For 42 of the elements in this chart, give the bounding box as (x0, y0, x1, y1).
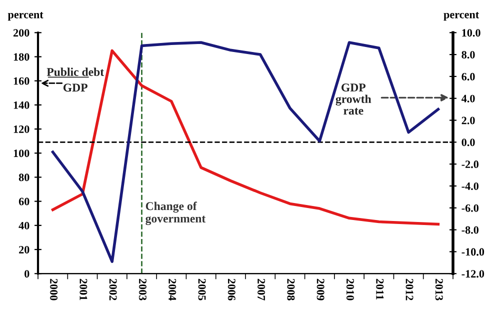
x-tick-label: 2005 (198, 278, 206, 300)
y2-tick-label: 6.0 (462, 72, 475, 80)
x-tick-label: 2006 (228, 278, 236, 300)
y2-tick-label: 8.0 (462, 51, 475, 59)
x-tick-label: 2004 (168, 278, 176, 300)
x-tick-label: 2002 (109, 278, 117, 300)
y-tick-label: 80 (18, 174, 30, 182)
y2-tick-label: 0.0 (462, 138, 475, 146)
x-tick-label: 2013 (435, 278, 443, 300)
y2-tick-label: -6.0 (462, 204, 478, 212)
x-tick-label: 2009 (316, 278, 324, 300)
x-tick-label: 2011 (376, 278, 384, 300)
y2-tick-label: 10.0 (462, 29, 480, 37)
y-tick-label: 120 (14, 125, 30, 133)
x-tick-label: 2012 (406, 278, 414, 300)
x-tick-label: 2010 (346, 278, 354, 300)
ref-line-label: Change of government (146, 202, 206, 226)
y2-tick-label: -4.0 (462, 182, 478, 190)
y2-tick-label: 4.0 (461, 94, 475, 102)
x-tick-label: 2007 (258, 278, 266, 300)
y-tick-label: 20 (19, 246, 30, 254)
y-tick-label: 60 (18, 198, 30, 206)
y-tick-label: 140 (14, 101, 30, 109)
annotation: GDP growth rate (336, 84, 372, 115)
x-tick-label: 2001 (80, 278, 88, 300)
y-axis-title: percent (8, 12, 44, 21)
y-tick-label: 40 (18, 222, 30, 230)
y-tick-label: 100 (14, 150, 30, 158)
y2-axis-title: percent (444, 12, 480, 21)
y-tick-label: 0 (24, 270, 30, 278)
x-tick-label: 2000 (50, 278, 58, 300)
y2-tick-label: -8.0 (462, 226, 478, 234)
y-tick-label: 160 (14, 77, 30, 85)
y2-tick-label: -12.0 (462, 270, 484, 278)
x-tick-label: 2008 (287, 278, 295, 300)
annotation: Public debt GDP (46, 68, 104, 92)
y2-tick-label: -2.0 (462, 160, 478, 168)
y2-tick-label: 2.0 (462, 116, 475, 124)
y2-tick-label: -10.0 (462, 248, 484, 256)
x-tick-label: 2003 (138, 278, 146, 300)
y-tick-label: 200 (13, 29, 30, 37)
y-tick-label: 180 (14, 53, 30, 61)
